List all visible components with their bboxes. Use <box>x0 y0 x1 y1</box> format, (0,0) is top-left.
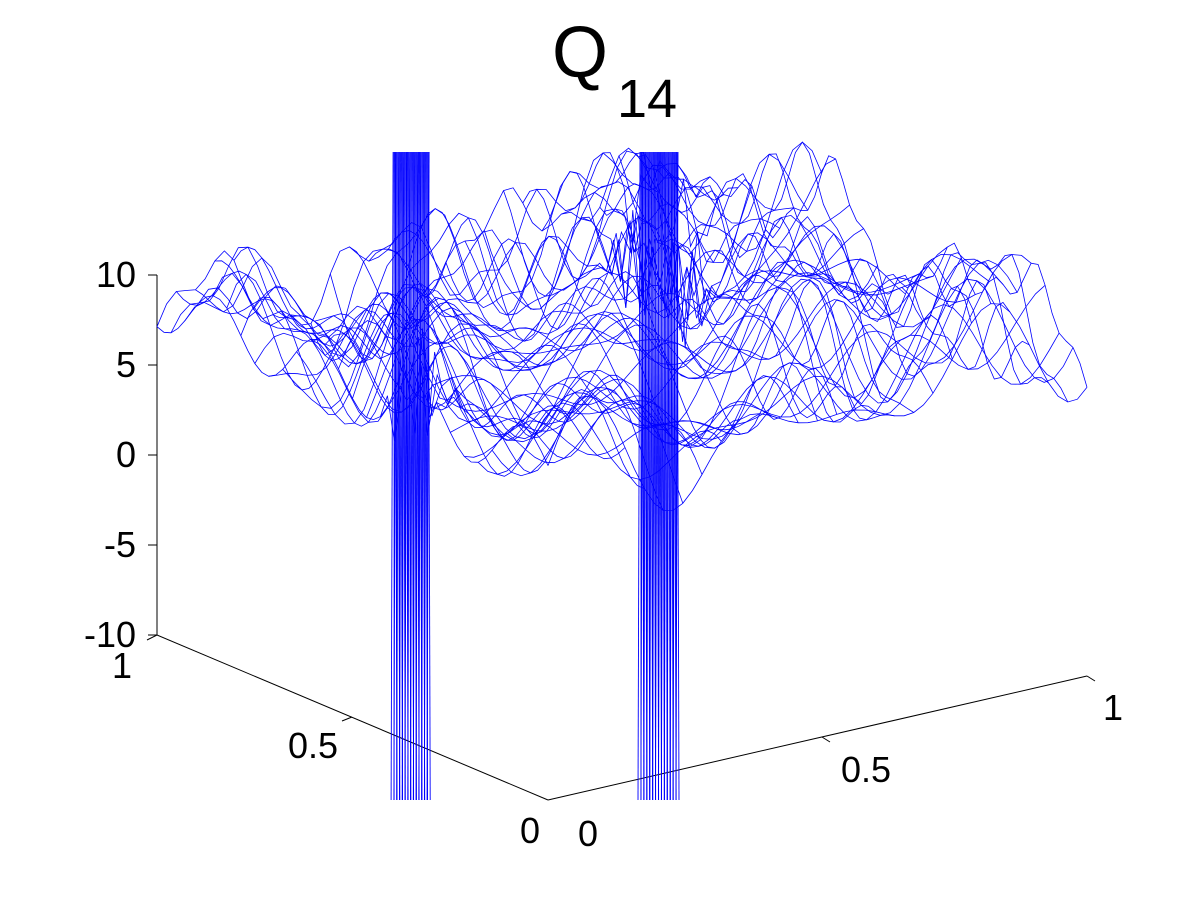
spike-line <box>652 151 656 801</box>
surface-col-line <box>272 286 664 511</box>
surface-col-line <box>406 208 799 449</box>
surface-col-line <box>291 297 684 504</box>
z-tick-label: -5 <box>104 524 136 565</box>
spike-line <box>412 151 416 801</box>
spike-line <box>418 151 422 801</box>
y-axis-line <box>156 634 549 801</box>
x-axis-line <box>547 675 1088 801</box>
chart-title-main: Q <box>552 13 608 93</box>
surface-col-line <box>426 217 818 435</box>
surface-col-line <box>368 248 760 431</box>
spike-cluster-1 <box>390 151 431 801</box>
spike-line <box>672 151 676 801</box>
surface-col-line <box>541 171 934 394</box>
surface-mesh <box>156 141 1088 511</box>
spike-line <box>401 151 405 801</box>
surface-col-line <box>695 155 1088 388</box>
chart-axes <box>146 274 1096 801</box>
surface-col-line <box>618 155 1011 370</box>
surface-col-line <box>176 270 568 477</box>
spike-line <box>399 151 402 801</box>
surface-col-line <box>638 154 1030 380</box>
spike-line <box>640 151 644 801</box>
y-tick-label: 0.5 <box>288 725 338 766</box>
x-tick-label: 0.5 <box>841 749 891 790</box>
spike-line <box>393 151 397 801</box>
spike-line <box>643 151 647 801</box>
spike-line <box>660 151 664 801</box>
surface-col-line <box>195 289 587 474</box>
y-tick-mark <box>146 634 158 641</box>
y-tick-label: 0 <box>520 810 540 851</box>
x-tick-mark <box>821 736 831 743</box>
surface-col-line <box>676 141 1069 403</box>
z-tick-label: -10 <box>84 614 136 655</box>
y-tick-label: 1 <box>112 645 132 686</box>
x-tick-label: 0 <box>578 813 598 854</box>
surface-col-line <box>503 190 895 421</box>
spike-line <box>655 151 658 801</box>
chart-title-sub: 14 <box>617 69 677 129</box>
spike-cluster-2 <box>637 151 680 801</box>
spike-line <box>646 151 650 801</box>
spike-line <box>407 151 411 801</box>
surface-col-line <box>233 246 626 460</box>
surface-row-line <box>477 259 1018 475</box>
spike-line <box>421 151 425 801</box>
surface-col-line <box>387 230 780 446</box>
spike-line <box>390 151 394 801</box>
spike-line <box>426 151 430 801</box>
spike-line <box>675 151 679 801</box>
surface-row-line <box>491 254 1032 477</box>
spike-line <box>663 151 667 801</box>
spike-line <box>423 151 427 801</box>
spike-line <box>669 151 673 801</box>
x-tick-label: 1 <box>1103 687 1123 728</box>
surface-col-line <box>657 153 1049 385</box>
surface-col-line <box>156 295 549 466</box>
spike-groups <box>390 151 680 801</box>
spike-line <box>658 151 661 801</box>
surface-col-line <box>561 152 953 405</box>
surface-col-line <box>310 292 703 475</box>
spike-line <box>666 151 670 801</box>
y-tick-mark <box>341 716 353 722</box>
spike-line <box>637 151 641 801</box>
spike-line <box>396 151 400 801</box>
surface-col-line <box>252 287 645 490</box>
x-tick-mark <box>1086 675 1096 682</box>
z-tick-label: 10 <box>96 254 136 295</box>
spike-line <box>410 151 413 801</box>
spike-line <box>649 151 653 801</box>
z-tick-label: 5 <box>116 344 136 385</box>
spike-line <box>404 151 408 801</box>
spike-line <box>415 151 419 801</box>
z-tick-label: 0 <box>116 434 136 475</box>
